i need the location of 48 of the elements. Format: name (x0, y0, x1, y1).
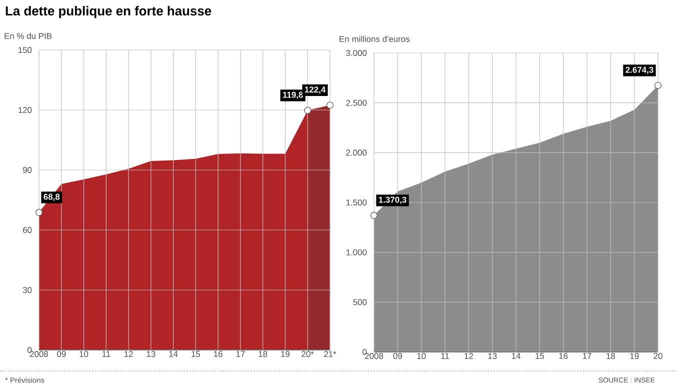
x-tick-label: 19 (281, 351, 290, 358)
x-tick-label: 2008 (30, 351, 48, 358)
x-tick-label: 17 (582, 353, 592, 359)
data-label: 1.370,3 (378, 196, 406, 204)
x-tick-label: 15 (536, 353, 544, 359)
x-tick-label: 2008 (365, 353, 384, 360)
y-tick-label: 2.000 (346, 150, 367, 156)
data-label: 68,8 (44, 194, 60, 201)
x-tick-label: 20* (302, 351, 314, 358)
x-tick-label: 18 (606, 353, 616, 360)
y-tick-label: 2.500 (346, 100, 367, 106)
y-tick-label: 120 (18, 107, 32, 113)
x-tick-label: 10 (417, 353, 426, 360)
x-tick-label: 12 (464, 353, 473, 359)
data-label: 119,8 (283, 92, 303, 99)
x-tick-label: 09 (393, 353, 402, 360)
y-tick-label: 1.000 (346, 249, 367, 256)
x-tick-label: 14 (512, 353, 520, 359)
x-tick-label: 10 (80, 351, 88, 358)
chart-title: La dette publique en forte hausse (6, 6, 212, 18)
data-label: 122,4 (304, 86, 326, 94)
y-axis-title: En % du PIB (4, 32, 52, 39)
x-tick-label: 20 (654, 353, 662, 360)
y-tick-label: 90 (22, 167, 32, 173)
x-tick-label: 13 (488, 353, 497, 360)
y-tick-label: 500 (353, 299, 367, 306)
y-axis-title: En millions d'euros (340, 36, 410, 42)
x-tick-label: 15 (192, 351, 200, 357)
x-tick-label: 16 (214, 351, 222, 358)
x-tick-label: 09 (57, 351, 66, 358)
y-tick-label: 150 (18, 47, 32, 53)
x-tick-label: 14 (169, 351, 178, 357)
x-tick-label: 16 (559, 353, 568, 360)
y-tick-label: 3.000 (346, 50, 367, 56)
y-tick-label: 1.500 (346, 200, 367, 206)
y-tick-label: 60 (23, 227, 32, 233)
x-tick-label: 19 (630, 353, 639, 360)
y-tick-label: 0 (362, 349, 367, 355)
x-tick-label: 18 (258, 351, 268, 358)
y-tick-label: 30 (22, 287, 32, 293)
x-tick-label: 11 (102, 351, 110, 357)
x-tick-label: 13 (146, 351, 156, 358)
x-tick-label: 12 (124, 351, 133, 357)
x-tick-label: 11 (441, 353, 449, 359)
y-tick-label: 0 (28, 347, 32, 353)
x-tick-label: 21* (324, 351, 336, 357)
data-label: 2.674,3 (626, 66, 654, 74)
x-tick-label: 17 (236, 351, 245, 357)
